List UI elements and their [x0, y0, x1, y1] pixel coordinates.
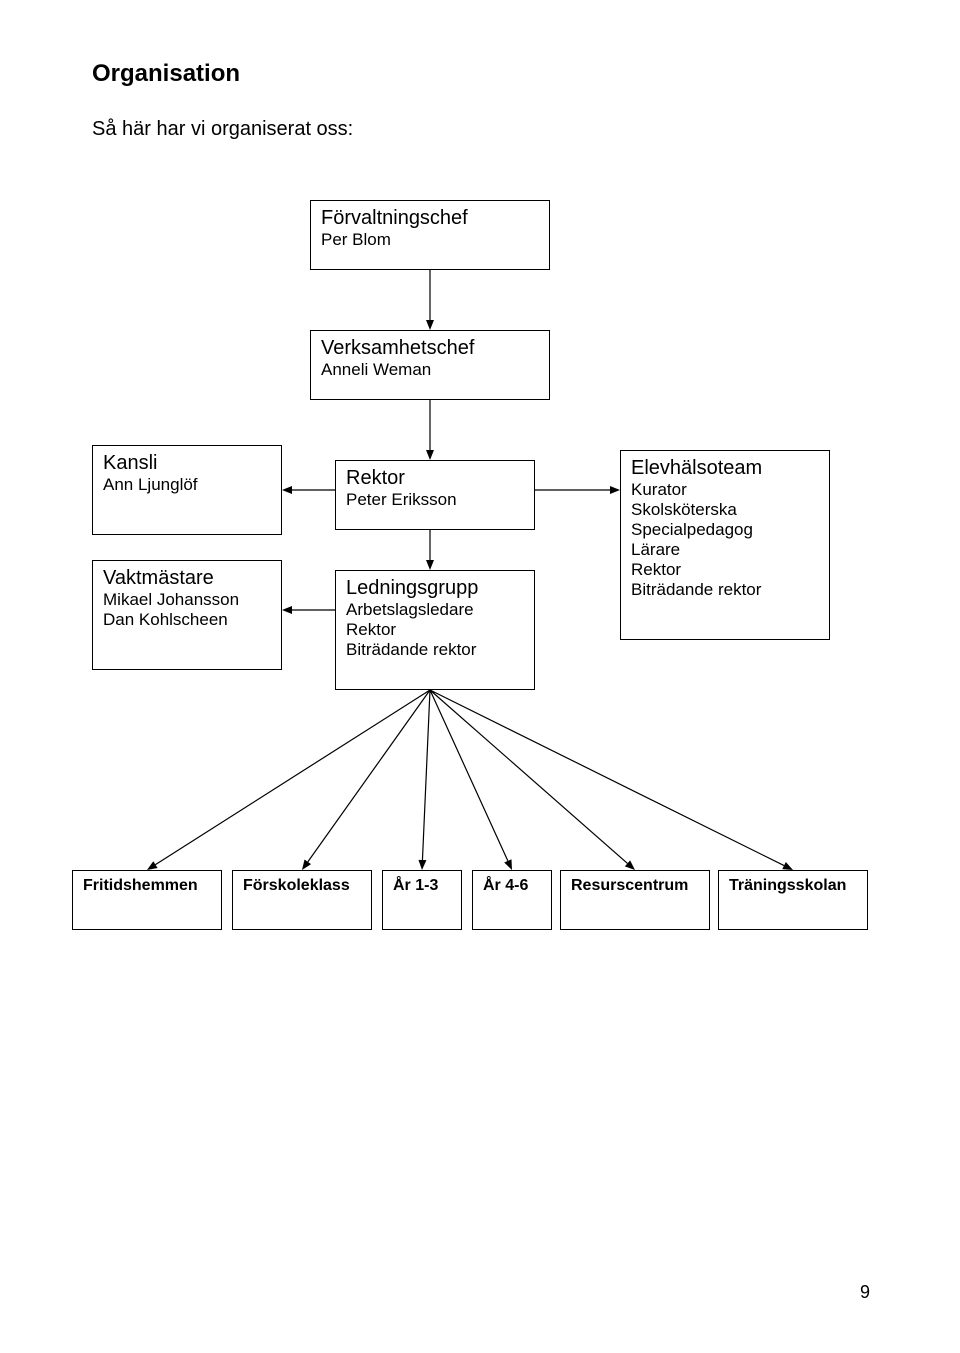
node-title: Förskoleklass	[243, 877, 361, 895]
node-title: År 4-6	[483, 877, 541, 895]
node-vaktmastare: Vaktmästare Mikael Johansson Dan Kohlsch…	[92, 560, 282, 670]
page: Organisation Så här har vi organiserat o…	[0, 0, 960, 1353]
node-line: Biträdande rektor	[346, 640, 524, 660]
page-subtitle: Så här har vi organiserat oss:	[92, 118, 353, 141]
node-line: Rektor	[631, 560, 819, 580]
node-title: Elevhälsoteam	[631, 457, 819, 480]
node-line: Mikael Johansson	[103, 590, 271, 610]
node-line: Arbetslagsledare	[346, 600, 524, 620]
node-traningsskolan: Träningsskolan	[718, 870, 868, 930]
node-title: Träningsskolan	[729, 877, 857, 895]
node-title: Ledningsgrupp	[346, 577, 524, 600]
node-title: Rektor	[346, 467, 524, 490]
node-line: Rektor	[346, 620, 524, 640]
node-line: Anneli Weman	[321, 360, 539, 380]
node-elevhalsoteam: Elevhälsoteam Kurator Skolsköterska Spec…	[620, 450, 830, 640]
node-line: Per Blom	[321, 230, 539, 250]
page-number: 9	[860, 1282, 870, 1303]
node-forskoleklass: Förskoleklass	[232, 870, 372, 930]
node-kansli: Kansli Ann Ljunglöf	[92, 445, 282, 535]
node-title: Kansli	[103, 452, 271, 475]
page-title: Organisation	[92, 60, 240, 88]
node-fritidshemmen: Fritidshemmen	[72, 870, 222, 930]
node-forvaltningschef: Förvaltningschef Per Blom	[310, 200, 550, 270]
node-line: Skolsköterska	[631, 500, 819, 520]
node-line: Biträdande rektor	[631, 580, 819, 600]
node-title: Vaktmästare	[103, 567, 271, 590]
node-line: Lärare	[631, 540, 819, 560]
node-rektor: Rektor Peter Eriksson	[335, 460, 535, 530]
node-ar46: År 4-6	[472, 870, 552, 930]
node-ar13: År 1-3	[382, 870, 462, 930]
node-title: Verksamhetschef	[321, 337, 539, 360]
node-title: Förvaltningschef	[321, 207, 539, 230]
node-line: Dan Kohlscheen	[103, 610, 271, 630]
node-title: År 1-3	[393, 877, 451, 895]
node-line: Kurator	[631, 480, 819, 500]
node-ledningsgrupp: Ledningsgrupp Arbetslagsledare Rektor Bi…	[335, 570, 535, 690]
node-line: Specialpedagog	[631, 520, 819, 540]
node-title: Resurscentrum	[571, 877, 699, 895]
node-line: Peter Eriksson	[346, 490, 524, 510]
node-line: Ann Ljunglöf	[103, 475, 271, 495]
node-resurscentrum: Resurscentrum	[560, 870, 710, 930]
node-title: Fritidshemmen	[83, 877, 211, 895]
node-verksamhetschef: Verksamhetschef Anneli Weman	[310, 330, 550, 400]
